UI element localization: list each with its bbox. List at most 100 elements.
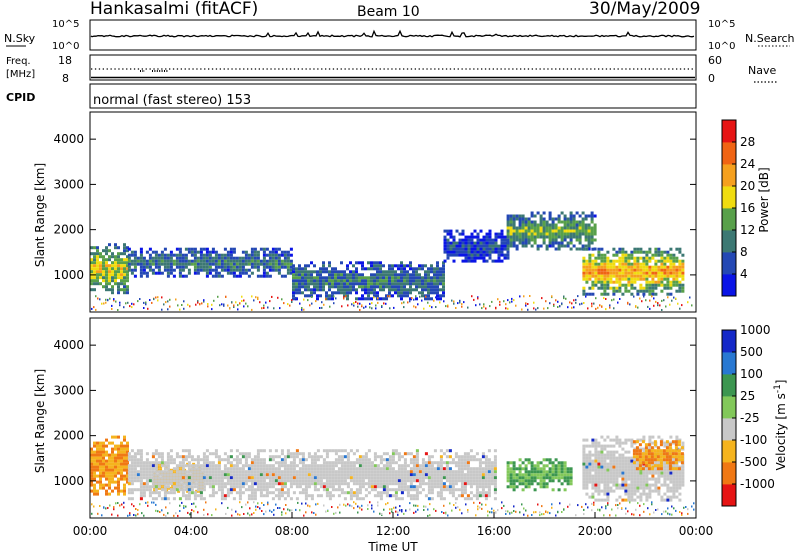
data-cell	[108, 483, 111, 487]
data-cell	[473, 247, 477, 251]
data-cell	[597, 465, 601, 469]
data-cell	[105, 282, 108, 286]
data-cell	[238, 485, 242, 489]
data-cell	[337, 449, 341, 453]
data-cell	[385, 461, 389, 465]
data-cell	[603, 274, 607, 278]
data-cell	[659, 452, 663, 456]
data-cell	[630, 438, 634, 442]
data-cell	[621, 283, 625, 287]
data-cell	[597, 271, 601, 275]
data-cell	[268, 274, 272, 278]
scatter-dot	[491, 300, 493, 303]
data-cell	[268, 491, 272, 495]
data-cell	[340, 458, 344, 462]
data-cell	[169, 479, 173, 483]
data-cell	[597, 468, 601, 472]
data-cell	[665, 449, 669, 453]
data-cell	[133, 259, 137, 263]
data-cell	[349, 491, 353, 495]
data-cell	[247, 494, 251, 498]
data-cell	[226, 494, 230, 498]
data-cell	[280, 479, 284, 483]
data-cell	[316, 476, 320, 480]
data-cell	[452, 259, 456, 263]
data-cell	[597, 480, 601, 484]
data-cell	[220, 491, 224, 495]
data-cell	[400, 473, 404, 477]
data-cell	[238, 488, 242, 492]
data-cell	[493, 488, 497, 492]
data-cell	[202, 485, 206, 489]
data-cell	[618, 441, 622, 445]
scatter-dot	[311, 295, 313, 298]
data-cell	[621, 498, 625, 502]
data-cell	[660, 256, 664, 260]
data-cell	[361, 261, 364, 265]
data-cell	[157, 455, 161, 459]
data-cell	[442, 261, 445, 265]
data-cell	[672, 465, 676, 469]
data-cell	[669, 441, 673, 445]
data-cell	[114, 279, 117, 283]
data-cell	[120, 288, 123, 292]
data-cell	[518, 467, 522, 471]
data-cell	[180, 465, 184, 469]
data-cell	[618, 453, 622, 457]
data-cell	[636, 471, 640, 475]
data-cell	[548, 223, 552, 227]
data-cell	[256, 488, 260, 492]
data-cell	[578, 235, 582, 239]
data-cell	[123, 291, 126, 295]
data-cell	[681, 277, 685, 281]
data-cell	[304, 458, 308, 462]
data-cell	[232, 467, 236, 471]
data-cell	[229, 476, 233, 480]
data-cell	[331, 294, 334, 298]
data-cell	[445, 485, 449, 489]
data-cell	[382, 482, 386, 486]
data-cell	[585, 268, 589, 272]
data-cell	[361, 285, 364, 289]
nave-label: Nave	[748, 64, 776, 77]
data-cell	[478, 491, 482, 495]
data-cell	[597, 450, 601, 454]
data-cell	[193, 464, 197, 468]
data-cell	[539, 461, 543, 465]
data-cell	[464, 253, 468, 257]
data-cell	[352, 482, 356, 486]
data-cell	[675, 247, 679, 251]
data-cell	[615, 462, 619, 466]
scatter-dot	[361, 304, 363, 307]
data-cell	[166, 458, 170, 462]
data-cell	[159, 462, 163, 466]
data-cell	[370, 476, 374, 480]
data-cell	[364, 461, 368, 465]
data-cell	[669, 283, 673, 287]
scatter-dot	[229, 307, 231, 310]
scatter-dot	[149, 299, 151, 301]
data-cell	[506, 241, 510, 245]
data-cell	[145, 461, 149, 465]
data-cell	[93, 267, 96, 271]
data-cell	[660, 271, 664, 275]
data-cell	[382, 276, 385, 280]
data-cell	[464, 244, 468, 248]
data-cell	[253, 470, 257, 474]
data-cell	[190, 491, 194, 495]
scatter-dot	[201, 302, 203, 305]
data-cell	[126, 258, 129, 262]
data-cell	[271, 253, 275, 257]
scatter-dot	[323, 303, 325, 306]
data-cell	[678, 498, 682, 502]
data-cell	[590, 214, 594, 218]
data-cell	[415, 455, 419, 459]
data-cell	[301, 491, 305, 495]
data-cell	[542, 479, 546, 483]
data-cell	[509, 232, 513, 236]
data-cell	[654, 274, 658, 278]
data-cell	[139, 494, 143, 498]
data-cell	[154, 467, 158, 471]
data-cell	[412, 479, 416, 483]
data-cell	[151, 262, 155, 266]
